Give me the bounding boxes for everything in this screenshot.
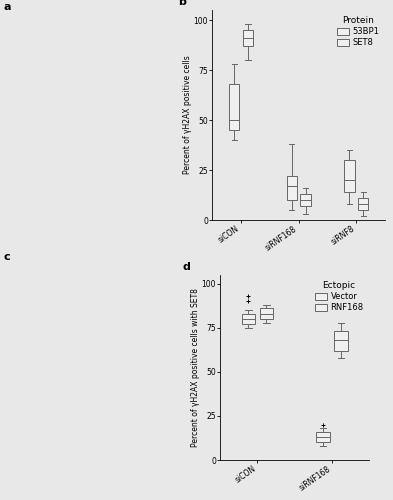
PathPatch shape (243, 30, 253, 46)
PathPatch shape (316, 432, 330, 442)
PathPatch shape (242, 314, 255, 324)
Text: d: d (183, 262, 191, 272)
Y-axis label: Percent of γH2AX positive cells with SET8: Percent of γH2AX positive cells with SET… (191, 288, 200, 447)
Legend: 53BP1, SET8: 53BP1, SET8 (335, 14, 381, 48)
Text: c: c (4, 252, 11, 262)
PathPatch shape (334, 332, 348, 351)
Legend: Vector, RNF168: Vector, RNF168 (313, 279, 365, 314)
PathPatch shape (358, 198, 368, 210)
PathPatch shape (344, 160, 354, 192)
PathPatch shape (229, 84, 239, 130)
Text: b: b (178, 0, 185, 8)
Y-axis label: Percent of γH2AX positive cells: Percent of γH2AX positive cells (183, 56, 192, 174)
PathPatch shape (286, 176, 297, 200)
PathPatch shape (260, 308, 273, 319)
PathPatch shape (300, 194, 311, 206)
Text: a: a (4, 2, 11, 12)
